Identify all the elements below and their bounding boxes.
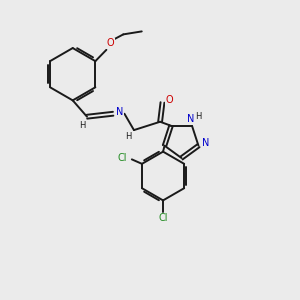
Text: N: N [202,138,210,148]
Text: N: N [116,107,123,117]
Text: N: N [187,114,194,124]
Text: Cl: Cl [158,213,168,223]
Text: O: O [106,38,114,48]
Text: H: H [195,112,201,121]
Text: H: H [125,132,132,141]
Text: H: H [79,121,86,130]
Text: Cl: Cl [117,153,127,163]
Text: O: O [165,95,173,105]
